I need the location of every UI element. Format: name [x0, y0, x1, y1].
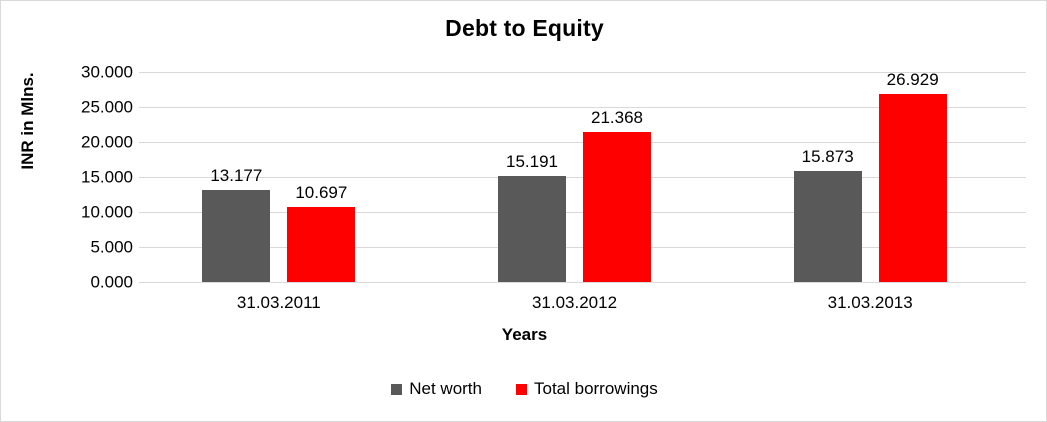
y-axis-tick-label: 0.000: [90, 272, 133, 292]
legend-swatch-icon: [515, 383, 527, 395]
gridline: [139, 72, 1026, 73]
bar-net-worth-31.03.2011[interactable]: [202, 189, 271, 282]
bar-value-label: 21.368: [591, 108, 643, 128]
bar-value-label: 15.191: [506, 151, 558, 171]
plot-area: 13.177 10.697 15.191 21.368 15.873 26.929: [139, 69, 1026, 283]
y-axis-tick-label: 25.000: [81, 97, 133, 117]
x-axis-category-label: 31.03.2012: [531, 293, 618, 312]
chart-legend: Net worth Total borrowings: [1, 379, 1046, 399]
legend-item-total-borrowings[interactable]: Total borrowings: [515, 379, 658, 399]
gridline: [139, 212, 1026, 213]
gridline: [139, 142, 1026, 143]
legend-swatch-icon: [391, 383, 403, 395]
x-axis-title: Years: [501, 325, 548, 344]
bar-total-borrowings-31.03.2013[interactable]: [878, 93, 947, 282]
chart-title: Debt to Equity: [445, 15, 604, 41]
bar-value-label: 26.929: [886, 69, 939, 89]
bar-value-label: 10.697: [295, 183, 348, 203]
gridline: [139, 107, 1026, 108]
legend-item-net-worth[interactable]: Net worth: [391, 379, 482, 399]
x-axis-category-label: 31.03.2011: [236, 293, 321, 312]
bar-value-label: 13.177: [210, 165, 263, 185]
y-axis-tick-label: 5.000: [90, 237, 133, 257]
y-axis-tick-label: 20.000: [81, 132, 133, 152]
gridline: [139, 177, 1026, 178]
x-axis-category-label: 31.03.2013: [827, 293, 913, 312]
y-axis-tick-label: 10.000: [81, 202, 133, 222]
legend-label: Net worth: [409, 379, 482, 398]
y-axis-tick-label: 30.000: [81, 62, 133, 82]
bar-value-label: 15.873: [801, 146, 854, 166]
gridline: [139, 282, 1026, 283]
bar-net-worth-31.03.2012[interactable]: [498, 175, 566, 282]
bar-net-worth-31.03.2013[interactable]: [793, 170, 862, 282]
y-axis-tick-labels: 30.000 25.000 20.000 15.000 10.000 5.000 0.000: [29, 1, 133, 421]
legend-label: Total borrowings: [533, 379, 658, 398]
gridline: [139, 247, 1026, 248]
bar-total-borrowings-31.03.2011[interactable]: [287, 207, 356, 282]
bar-total-borrowings-31.03.2012[interactable]: [583, 132, 651, 282]
y-axis-tick-label: 15.000: [81, 167, 133, 187]
